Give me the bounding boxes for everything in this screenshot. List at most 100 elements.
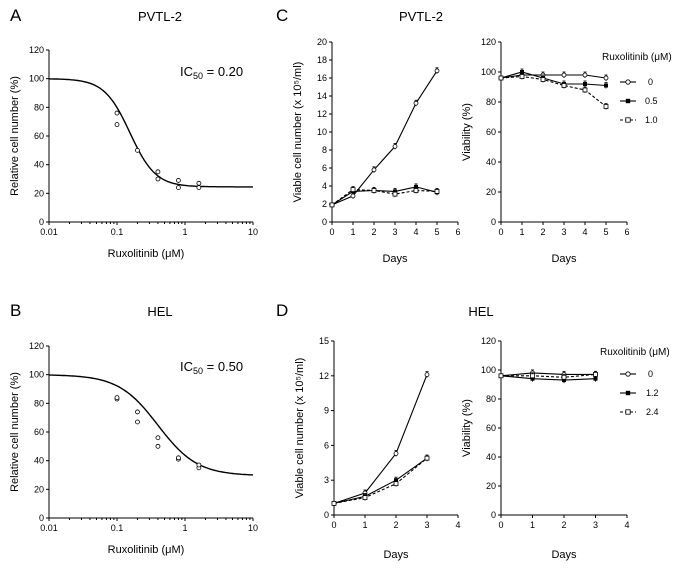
fit-curve (49, 374, 254, 476)
data-point-0.5 (583, 82, 587, 86)
data-point (196, 185, 202, 191)
data-point-2.4 (530, 373, 535, 379)
data-point-0.5 (414, 184, 418, 189)
y-tick-label: 40 (486, 452, 496, 462)
y-axis-label: Viable cell number (x 10⁵/ml) (294, 358, 306, 499)
legend-c-marker-1 (625, 98, 631, 104)
y-tick-label: 100 (29, 74, 44, 84)
y-tick-label: 20 (34, 484, 44, 494)
legend-d: Ruxolitinib (μM) 0 1.2 2.4 (600, 347, 670, 417)
data-point-0 (434, 68, 440, 74)
panel-label-c: C (276, 6, 288, 25)
legend-d-item-2: 2.4 (646, 407, 659, 417)
y-tick-label: 12 (319, 371, 329, 381)
y-tick-label: 20 (34, 188, 44, 198)
y-axis-label: Viability (%) (461, 103, 473, 161)
x-tick-label: 4 (582, 227, 587, 237)
data-point (155, 176, 161, 182)
y-tick-label: 4 (322, 181, 327, 191)
data-point-1.0 (603, 104, 609, 109)
series-line-0 (500, 74, 607, 79)
data-point (135, 419, 140, 425)
legend-d-item-1: 1.2 (646, 388, 659, 398)
data-point-0 (371, 167, 377, 173)
y-tick-label: 100 (29, 370, 44, 380)
x-tick-label: 1 (182, 523, 187, 533)
x-tick-label: 5 (603, 227, 608, 237)
data-point-0 (392, 143, 398, 149)
x-tick-label: 1 (350, 227, 355, 237)
data-point-1.0 (392, 191, 398, 197)
series-line-0 (333, 374, 428, 504)
y-tick-label: 3 (324, 475, 329, 485)
data-point-1.0 (329, 202, 335, 208)
x-tick-label: 1 (530, 520, 535, 530)
y-axis-label: Viable cell number (x 10⁵/ml) (292, 62, 304, 203)
title-hel-d: HEL (468, 304, 493, 319)
legend-c-item-2: 1.0 (645, 115, 658, 125)
y-axis-label: Relative cell number (%) (9, 76, 21, 196)
legend-c-marker-0 (625, 79, 631, 85)
y-tick-label: 18 (317, 55, 327, 65)
y-tick-label: 20 (486, 187, 496, 197)
data-point-0 (582, 72, 588, 78)
title-pvtl-a: PVTL-2 (138, 9, 182, 24)
data-point-1.0 (519, 74, 525, 79)
legend-d-item-0: 0 (648, 369, 653, 379)
panel-label-d: D (276, 301, 288, 320)
y-tick-label: 20 (486, 481, 496, 491)
chart-a-pvtl2-dose-response: 0 20 40 60 80 100 120 0.01 0.1 1 10 Ruxolitinib (μM… (9, 45, 258, 260)
chart-c-viability: 0 20 40 60 80 100 120 0 1 2 3 4 5 6 Days Viability (%) (461, 37, 630, 265)
x-axis-label: Days (551, 549, 577, 561)
chart-b-hel-dose-response: 0 20 40 60 80 100 120 0.01 0.1 1 10 Ruxolitinib (μM… (9, 341, 258, 556)
series-line-0.5 (500, 71, 607, 87)
y-tick-label: 100 (481, 365, 496, 375)
data-point-2.4 (424, 455, 430, 461)
y-tick-label: 0 (324, 510, 329, 520)
x-axis-label: Days (551, 253, 577, 265)
data-point-0.5 (604, 83, 608, 88)
x-tick-label: 1 (362, 520, 367, 530)
data-point-1.0 (434, 188, 440, 194)
y-tick-label: 120 (29, 341, 44, 351)
series-line-1.0 (500, 75, 607, 107)
data-point-2.4 (331, 500, 337, 506)
data-point (176, 178, 181, 183)
x-tick-label: 2 (540, 227, 545, 237)
x-axis-label: Days (382, 253, 408, 265)
x-tick-label: 2 (393, 520, 398, 530)
title-pvtl-c: PVTL-2 (399, 9, 443, 24)
y-tick-label: 0 (491, 510, 496, 520)
data-point-2.4 (362, 495, 368, 501)
data-point-2.4 (593, 371, 598, 377)
y-tick-label: 10 (317, 127, 327, 137)
x-tick-label: 0.01 (40, 523, 58, 533)
y-tick-label: 6 (322, 163, 327, 173)
data-point-1.0 (350, 187, 356, 193)
series-line-0 (331, 70, 438, 206)
data-point-2.4 (393, 481, 399, 487)
y-tick-label: 20 (317, 37, 327, 47)
y-tick-label: 0 (39, 513, 44, 523)
y-tick-label: 80 (34, 398, 44, 408)
x-tick-label: 4 (455, 520, 460, 530)
data-point-0 (603, 75, 609, 81)
legend-d-marker-0 (625, 371, 631, 377)
data-point (196, 180, 202, 186)
y-tick-label: 60 (34, 131, 44, 141)
data-point-1.2 (593, 376, 598, 381)
data-point-0 (393, 451, 399, 456)
panel-label-a: A (10, 6, 22, 25)
x-tick-label: 3 (593, 520, 598, 530)
x-tick-label: 3 (561, 227, 566, 237)
x-tick-label: 10 (248, 227, 258, 237)
y-tick-label: 120 (481, 336, 496, 346)
y-tick-label: 80 (486, 97, 496, 107)
data-point-0 (561, 72, 567, 78)
y-tick-label: 15 (319, 336, 329, 346)
x-axis-label: Ruxolitinib (μM) (108, 248, 185, 260)
x-tick-label: 2 (561, 520, 566, 530)
data-point (155, 169, 161, 175)
